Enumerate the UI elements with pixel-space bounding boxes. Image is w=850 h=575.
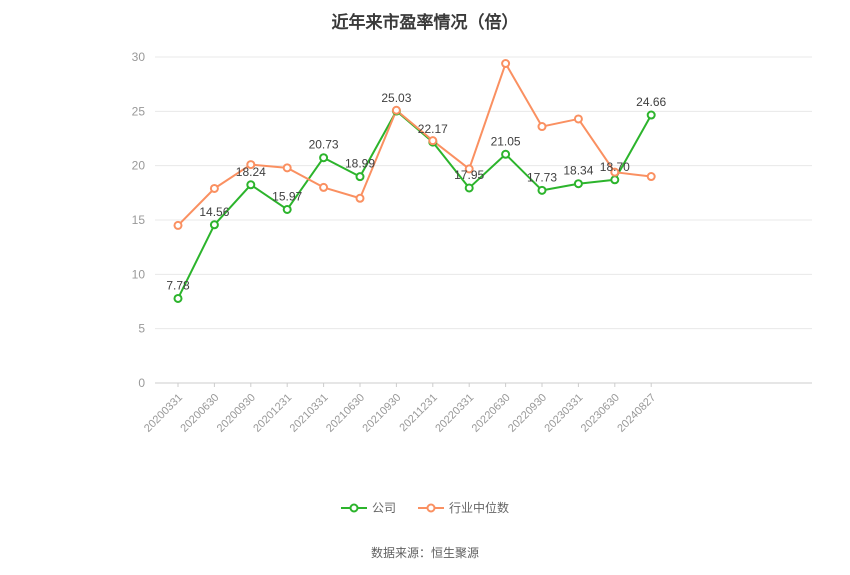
data-point[interactable]: [355, 193, 365, 203]
data-label: 17.95: [454, 168, 484, 182]
data-label: 20.73: [309, 138, 339, 152]
x-axis-label: 20230630: [579, 392, 622, 435]
data-point[interactable]: [319, 182, 329, 192]
x-axis-label: 20220630: [470, 392, 513, 435]
x-axis-label: 20201231: [251, 392, 294, 435]
data-point[interactable]: [428, 136, 438, 146]
series-line: [177, 62, 652, 227]
x-axis-label: 20220930: [506, 392, 549, 435]
data-point[interactable]: [646, 110, 656, 120]
chart-title: 近年来市盈率情况（倍）: [331, 13, 519, 32]
y-axis-label: 5: [138, 322, 145, 336]
data-point[interactable]: [355, 172, 365, 182]
legend-label: 行业中位数: [449, 501, 510, 515]
legend-marker-icon: [340, 503, 367, 513]
x-axis-label: 20230331: [542, 392, 585, 435]
line-chart[interactable]: 0 5 10 15 20 25 30 2020033120200630202009302020…: [0, 40, 850, 458]
legend-item-industry-median[interactable]: 行业中位数: [418, 499, 509, 516]
data-point[interactable]: [537, 185, 547, 195]
data-label: 24.66: [636, 95, 666, 109]
data-point[interactable]: [282, 163, 292, 173]
data-point[interactable]: [319, 153, 329, 163]
data-source-note: 数据来源：恒生聚源: [370, 546, 479, 560]
x-axis-label: 20210331: [288, 392, 331, 435]
data-label: 22.17: [418, 122, 448, 136]
data-point[interactable]: [501, 149, 511, 159]
data-label: 14.56: [199, 205, 229, 219]
series-line: [177, 110, 653, 299]
data-point[interactable]: [610, 175, 620, 185]
data-point[interactable]: [573, 179, 583, 189]
data-point[interactable]: [173, 293, 183, 303]
y-axis-label: 15: [132, 213, 146, 227]
data-label: 18.99: [345, 157, 375, 171]
legend-label: 公司: [371, 501, 396, 515]
x-axis-label: 20200630: [178, 392, 221, 435]
legend-marker-icon: [418, 503, 444, 513]
data-point[interactable]: [209, 183, 219, 193]
x-axis-label: 20200930: [215, 392, 258, 435]
data-label: 18.24: [236, 165, 266, 179]
x-axis-label: 20200331: [142, 392, 185, 435]
data-point[interactable]: [501, 59, 511, 69]
chart-legend: 公司 行业中位数: [0, 499, 850, 516]
data-point[interactable]: [646, 172, 656, 182]
data-label: 25.03: [381, 91, 411, 105]
y-axis-label: 0: [138, 376, 145, 390]
data-point[interactable]: [246, 160, 256, 170]
x-axis-label: 20210630: [324, 392, 367, 435]
x-axis-label: 20240827: [615, 392, 658, 435]
data-point[interactable]: [537, 122, 547, 132]
y-axis-label: 25: [132, 104, 146, 118]
data-label: 18.34: [563, 164, 593, 178]
x-axis-label: 20210930: [360, 392, 403, 435]
y-axis-label: 20: [132, 159, 146, 173]
data-label: 18.70: [600, 160, 630, 174]
data-label: 21.05: [491, 134, 521, 148]
x-axis-label: 20220331: [433, 392, 476, 435]
data-point[interactable]: [282, 204, 292, 214]
data-point[interactable]: [246, 180, 256, 190]
data-label: 15.97: [272, 189, 302, 203]
legend-item-company[interactable]: 公司: [340, 499, 396, 516]
y-axis-label: 10: [132, 267, 146, 281]
data-point[interactable]: [391, 105, 401, 115]
data-point[interactable]: [610, 167, 620, 177]
y-axis-label: 30: [132, 50, 146, 64]
data-point[interactable]: [464, 183, 474, 193]
data-point[interactable]: [464, 164, 474, 174]
data-point[interactable]: [573, 114, 583, 124]
data-label: 17.73: [527, 170, 557, 184]
data-label: 7.78: [166, 278, 190, 292]
data-point[interactable]: [173, 220, 183, 230]
data-point[interactable]: [209, 220, 219, 230]
